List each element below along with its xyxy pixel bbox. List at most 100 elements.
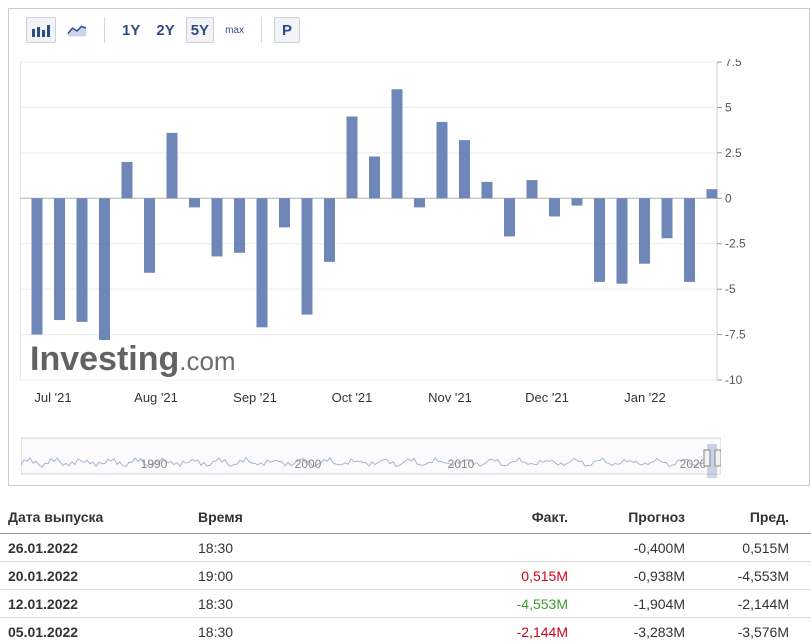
y-tick-label: 7.5 [725,59,742,69]
chart-container: 1Y 2Y 5Y max P 7.5 5 2.5 0 -2.5 -5 -7.5 -10 Jul … [8,8,810,486]
cell-time: 19:00 [198,567,234,584]
line-chart-button[interactable] [62,17,92,43]
bar [661,198,673,239]
plot-area [20,61,718,381]
bar [436,121,448,199]
table-row: 05.01.2022 18:30 -2,144M -3,283M -3,576M [0,618,811,644]
toolbar-separator [104,17,105,43]
y-tick-label: -2.5 [725,237,746,251]
x-tick-label: Jan '22 [624,390,666,405]
navigator-track [21,437,721,475]
navigator-handle-left [703,449,711,467]
release-history-table: Дата выпуска Время Факт. Прогноз Пред. 2… [0,500,811,644]
y-tick-label: 0 [725,191,732,205]
header-date[interactable]: Дата выпуска [8,508,104,525]
cell-actual: -2,144M [516,623,568,640]
navigator-year-label: 2010 [448,457,475,471]
cell-date: 12.01.2022 [8,595,79,612]
cell-previous: -4,553M [737,567,789,584]
bar [189,198,200,208]
header-time[interactable]: Время [198,508,243,525]
cell-forecast: -0,938M [633,567,685,584]
table-row: 26.01.2022 18:30 -0,400M 0,515M [0,534,811,562]
bar [391,89,403,199]
bar [144,198,155,273]
y-tick-label: -10 [725,373,743,387]
bar [459,140,470,199]
navigator-year-label: 1990 [141,457,168,471]
header-previous[interactable]: Пред. [749,508,789,525]
toolbar-separator [260,17,262,43]
cell-forecast: -0,400M [633,539,685,556]
bar [121,161,133,199]
investing-logo-watermark: Investing.com [30,340,236,378]
bar [504,198,515,237]
bar [324,198,335,262]
bar [481,181,493,199]
bar [526,180,538,199]
bar [99,198,110,341]
bar [684,198,695,282]
header-actual[interactable]: Факт. [531,508,568,525]
x-tick-label: Dec '21 [525,390,569,405]
cell-date: 26.01.2022 [8,539,79,556]
p-button[interactable]: P [273,17,300,43]
range-1y-button[interactable]: 1Y [122,21,141,39]
navigator-selection [707,444,717,478]
bar [279,198,290,228]
x-tick-label: Sep '21 [233,390,277,405]
header-forecast[interactable]: Прогноз [628,508,685,525]
range-2y-button[interactable]: 2Y [156,21,175,39]
cell-previous: 0,515M [742,539,789,556]
cell-date: 20.01.2022 [8,567,79,584]
range-5y-button[interactable]: 5Y [185,17,215,43]
x-tick-label: Jul '21 [34,390,71,405]
bar [571,198,583,206]
bar [706,189,718,199]
y-tick-label: -5 [725,282,736,296]
bar [234,198,245,253]
cell-actual: -4,553M [516,595,568,612]
bar [616,198,628,284]
line-chart-icon [67,25,87,37]
navigator-year-label: 2000 [295,457,322,471]
x-tick-label: Aug '21 [134,390,178,405]
bar [639,198,650,264]
navigator-handle-right [714,449,721,467]
bar [549,198,560,217]
range-max-button[interactable]: max [225,24,244,36]
bar [76,198,88,322]
navigator-series [21,456,712,469]
cell-time: 18:30 [198,539,234,556]
chart-toolbar: 1Y 2Y 5Y max P [26,9,306,51]
y-tick-label: 2.5 [725,146,742,160]
range-navigator[interactable]: 1990 2000 2010 2020 [21,436,721,478]
bar-chart: 7.5 5 2.5 0 -2.5 -5 -7.5 -10 Jul '21 Aug '21 Sep '… [20,59,746,405]
x-tick-label: Oct '21 [332,390,373,405]
bar [166,132,178,199]
navigator-year-label: 2020 [680,457,707,471]
bar [211,198,223,257]
table-header: Дата выпуска Время Факт. Прогноз Пред. [0,500,811,534]
y-tick-label: -7.5 [725,328,746,342]
bar-chart-icon [32,25,50,37]
bar [594,198,605,282]
bar [31,198,43,335]
bar-chart-button[interactable] [26,17,56,43]
table-row: 20.01.2022 19:00 0,515M -0,938M -4,553M [0,562,811,590]
cell-date: 05.01.2022 [8,623,79,640]
bar [346,116,358,199]
cell-forecast: -3,283M [633,623,685,640]
cell-time: 18:30 [198,623,234,640]
cell-actual: 0,515M [521,567,568,584]
cell-forecast: -1,904M [633,595,685,612]
x-tick-label: Nov '21 [428,390,472,405]
cell-time: 18:30 [198,595,234,612]
bar [54,198,65,321]
bar [301,198,313,315]
cell-previous: -2,144M [737,595,789,612]
bar [369,156,380,199]
y-tick-label: 5 [725,100,732,114]
bar [256,198,268,328]
bar [414,198,425,208]
